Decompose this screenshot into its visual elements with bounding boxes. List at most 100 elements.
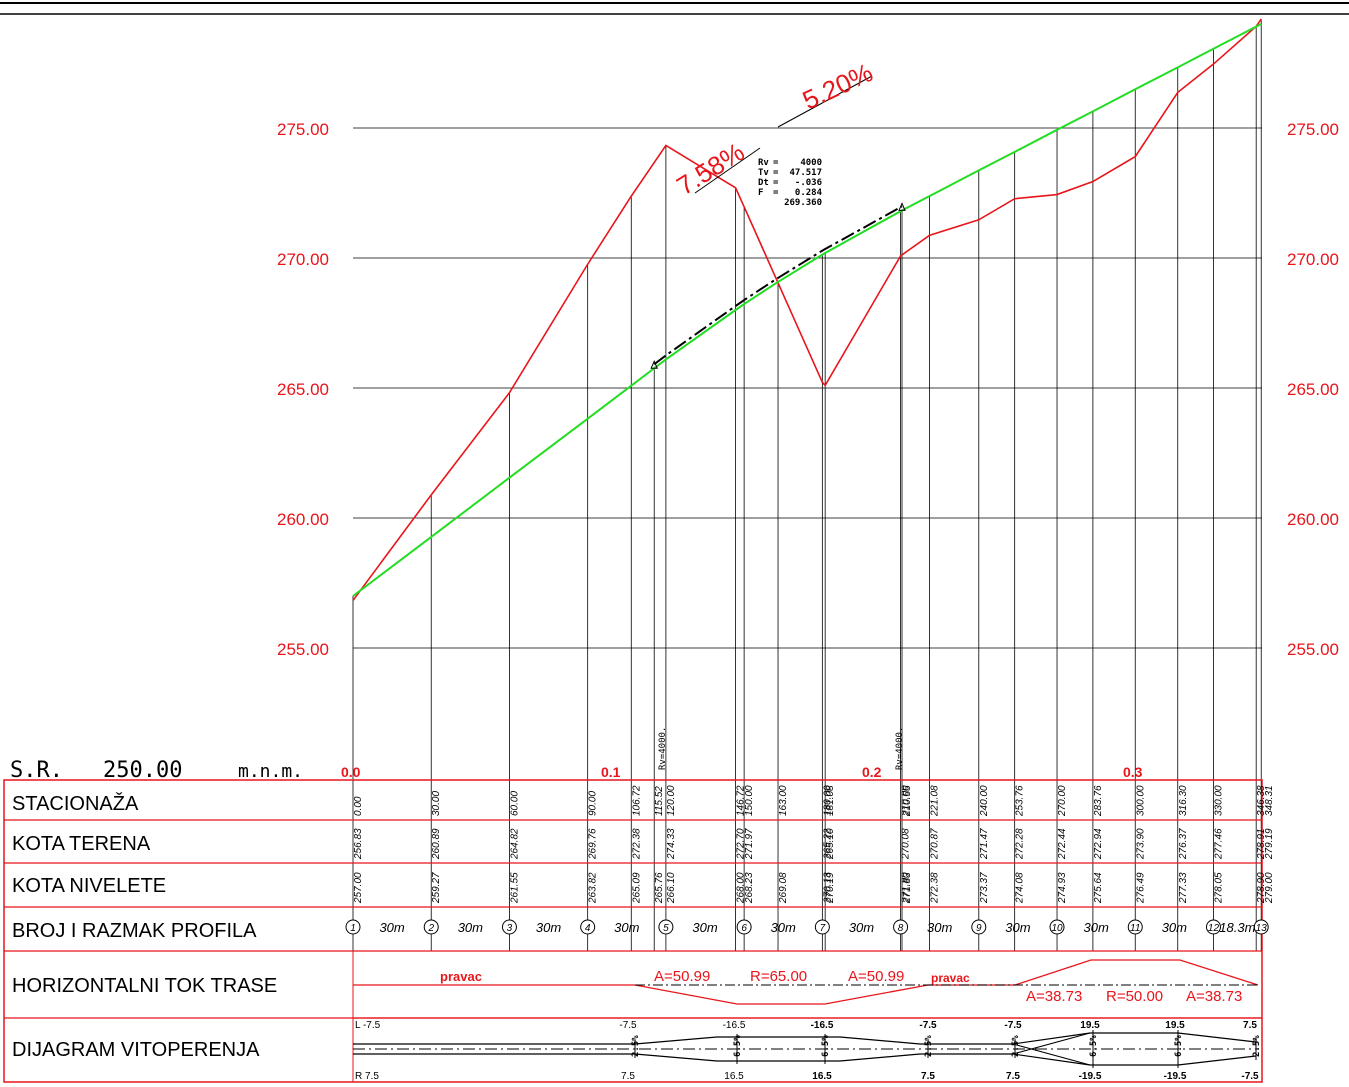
superelevation-left-value: -7.5 [919,1020,937,1031]
terrain-elevation-value: 272.28 [1015,828,1026,860]
profile-spacing: 30m [1005,920,1030,935]
station-value: 181.08 [825,785,836,816]
station-value: 221.08 [929,785,940,817]
superelevation-diagram [353,1017,1262,1068]
grade-elevation-value: 276.49 [1135,872,1146,904]
superelevation-left-value: -7.5 [619,1020,637,1031]
station-value: 163.00 [778,785,789,816]
superelevation-right-value: 7.5 [921,1071,935,1082]
grade-line [352,23,1262,597]
profile-spacing: 30m [614,920,639,935]
station-value: 316.30 [1178,785,1189,816]
km-mark: 0.1 [601,764,621,780]
elevation-label: 265.00 [1287,380,1339,399]
grade-elevation-value: 274.08 [1015,872,1026,904]
profile-number: 5 [663,923,669,934]
station-value: 0.00 [353,796,364,816]
km-mark: 0.3 [1123,764,1143,780]
superelevation-left-value: -7.5 [1004,1020,1022,1031]
superelevation-right-value: -19.5 [1164,1071,1187,1082]
pravac-label: pravac [931,971,970,985]
profile-number-circle [1253,919,1269,935]
terrain-elevation-value: 270.87 [929,828,940,860]
crossfall-mark: 2.5% [1252,1035,1262,1057]
grade-elevation-value: 271.83 [902,872,913,904]
profile-number-circle [580,919,596,935]
grade-elevation-value: 268.23 [744,872,755,904]
row-titles: STACIONAŽA KOTA TERENA KOTA NIVELETE BRO… [12,792,277,1061]
station-value: 106.72 [631,785,642,816]
station-value: 330.00 [1213,785,1224,816]
profile-number: 12 [1208,923,1220,934]
superelevation-left-value: 7.5 [1243,1020,1257,1031]
crossover-line [1012,1032,1091,1055]
profile-spacing: 30m [771,920,796,935]
profile-number-circle [501,919,517,935]
grade-elevation-value: 271.80 [901,872,912,904]
station-value: 210.55 [902,785,913,817]
terrain-elevation-value: 279.19 [1264,828,1275,860]
terrain-elevation-value: 272.94 [1093,828,1104,860]
terrain-elevation-value: 273.90 [1135,828,1146,860]
grade-elevation-value: 266.10 [666,872,677,904]
station-value: 283.76 [1093,785,1104,817]
profile-number: 13 [1256,923,1268,934]
profile-number: 3 [507,923,513,934]
grade-elevation-value: 275.64 [1093,872,1104,904]
profile-spacing: 30m [927,920,952,935]
grade-elevation-value: 274.93 [1057,872,1068,904]
station-lines-layer [352,19,1262,951]
row-title-horizontalni: HORIZONTALNI TOK TRASE [12,975,277,997]
curve-param-eq: = [773,178,779,188]
km-mark: 0.2 [862,764,882,780]
superelevation-labels: L -7.5 -7.5 -16.5 -16.5 -7.5 -7.5 19.5 19.5 7.5 R… [355,1020,1262,1082]
grade-elevation-value: 263.82 [588,872,599,904]
profile-number: 9 [976,923,982,934]
profile-number: 6 [741,923,747,934]
superelevation-left-value: -16.5 [723,1020,746,1031]
terrain-elevation-value: 271.47 [979,828,990,860]
terrain-elevation-value: 265.10 [825,828,836,860]
superelevation-left-value: 19.5 [1165,1020,1185,1031]
terrain-elevation-value: 276.37 [1178,828,1189,860]
profile-spacing: 30m [1162,920,1187,935]
terrain-elevation-value: 270.08 [901,828,912,860]
superelevation-left-edge [353,1032,1257,1045]
profile-number: 8 [898,923,904,934]
curve-param-eq: = [773,168,779,178]
elevation-label: 270.00 [1287,250,1339,269]
profile-number-circle [893,919,909,935]
curve-param-key: Rv [758,158,769,168]
row-title-kota-nivelete: KOTA NIVELETE [12,875,166,897]
profile-number-circle [1049,919,1065,935]
terrain-elevation-value: 264.82 [509,828,520,860]
reference-value: 250.00 [103,758,182,783]
reference-plane: S.R. 250.00 m.n.m. [10,758,303,783]
profile-number-circle [736,919,752,935]
station-value: 346.38 [1256,785,1267,816]
profile-spacing: 30m [379,920,404,935]
station-value: 90.00 [588,791,599,816]
horizontal-alignment: pravac pravac A=50.99 R=65.00 A=50.99 A=… [353,959,1259,1005]
row-title-kota-terena: KOTA TERENA [12,833,151,855]
curve-endpoint-marker [898,202,906,211]
reference-label: S.R. [10,758,63,783]
elevation-labels-left: 275.00 270.00 265.00 260.00 255.00 [277,120,329,659]
station-value: 253.76 [1015,785,1026,817]
station-value: 180.00 [822,785,833,816]
station-value: 300.00 [1135,785,1146,816]
station-value: 348.31 [1264,785,1275,816]
profile-number-circle [814,919,830,935]
curve-endpoint-marker [650,359,658,369]
crossfall-mark: 2.5% [924,1035,934,1057]
superelevation-right-value: -7.5 [1241,1071,1259,1082]
profile-spacing: 18.3m [1219,920,1255,935]
terrain-elevation-value: 272.38 [631,828,642,860]
profile-number: 4 [585,923,591,934]
profile-number-circle [423,919,439,935]
elevation-label: 270.00 [277,250,329,269]
superelevation-left-value: 19.5 [1080,1020,1100,1031]
terrain-elevation-value: 271.97 [744,828,755,860]
profile-spacing: 30m [849,920,874,935]
